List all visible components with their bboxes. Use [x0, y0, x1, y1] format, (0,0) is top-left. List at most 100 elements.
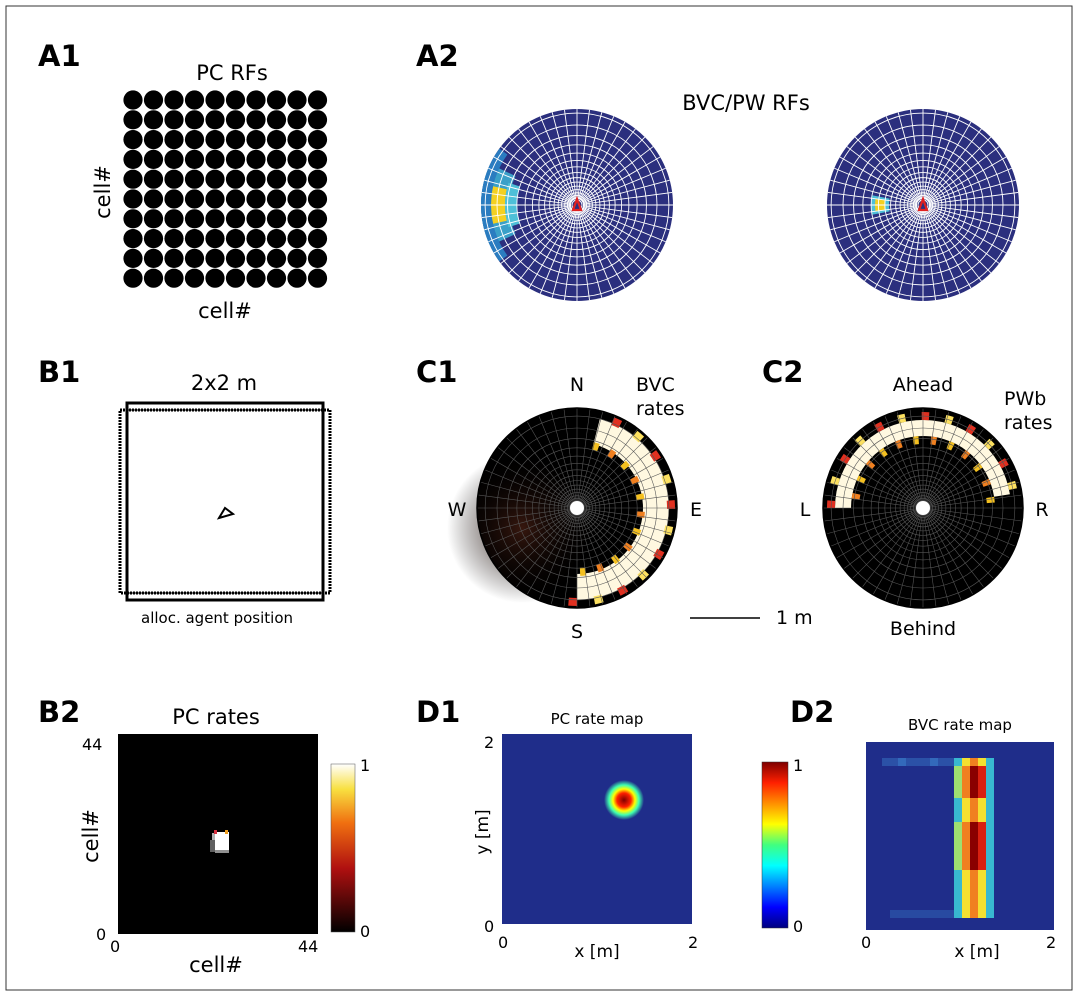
place-cell-dot	[287, 209, 307, 229]
rate-map-pixel	[962, 774, 970, 782]
receptive-field-patch	[480, 148, 508, 262]
place-cell-dot	[246, 268, 266, 288]
place-cell-dot	[164, 229, 184, 249]
rate-map-pixel	[970, 854, 978, 862]
d2-x-label: x [m]	[954, 942, 999, 962]
rate-map-pixel	[978, 766, 986, 774]
place-cell-dot	[205, 149, 225, 169]
bvc-activity-cell	[635, 493, 645, 501]
rate-map-pixel	[906, 910, 914, 918]
rate-map-pixel	[970, 798, 978, 806]
d1-x-label: x [m]	[574, 942, 619, 962]
bvc-activity-cell	[616, 584, 629, 596]
rate-map-pixel	[954, 782, 962, 790]
place-cell-dot	[287, 248, 307, 268]
place-cell-dot	[164, 209, 184, 229]
place-cell-dot	[164, 149, 184, 169]
place-cell-dot	[143, 110, 164, 130]
place-cell-dot	[205, 110, 225, 130]
rate-map-pixel	[986, 774, 994, 782]
rate-map-pixel	[962, 798, 970, 806]
place-cell-dot	[225, 169, 246, 189]
rate-map-pixel	[962, 854, 970, 862]
rate-map-pixel	[970, 774, 978, 782]
rate-map-pixel	[962, 886, 970, 894]
place-cell-dot	[246, 189, 266, 209]
rate-map-pixel	[954, 806, 962, 814]
c2-rates-label-2: rates	[1004, 412, 1053, 434]
place-cell-dot	[184, 90, 205, 110]
rate-map-pixel	[978, 886, 986, 894]
c1-south: S	[571, 621, 583, 643]
bvc-activity-cell	[629, 475, 640, 485]
place-cell-dot	[123, 149, 143, 169]
c1-east: E	[690, 499, 702, 521]
a1-y-label: cell#	[91, 165, 115, 219]
c2-ahead: Ahead	[893, 374, 953, 396]
place-cell-dot	[246, 149, 266, 169]
rate-map-pixel	[962, 758, 970, 766]
place-cell-dot	[266, 90, 287, 110]
place-cell-dot	[287, 268, 307, 288]
place-cell-dot	[123, 110, 143, 130]
place-cell-dot	[266, 110, 287, 130]
place-cell-dot	[205, 248, 225, 268]
place-cell-dot	[205, 229, 225, 249]
place-cell-dot	[184, 110, 205, 130]
rate-map-pixel	[946, 758, 954, 766]
place-cell-dot	[307, 209, 328, 229]
rate-map-pixel	[970, 830, 978, 838]
c2-left: L	[800, 499, 811, 521]
place-cell-dot	[307, 268, 328, 288]
rate-map-pixel	[890, 758, 898, 766]
jet-colorbar-min: 0	[793, 917, 803, 936]
rate-map-pixel	[938, 910, 946, 918]
place-cell-dot	[205, 268, 225, 288]
agent-marker	[917, 195, 929, 212]
place-cell-dot	[287, 229, 307, 249]
place-cell-dot	[307, 110, 328, 130]
pwb-activity-cell	[972, 462, 983, 473]
rate-map-pixel	[986, 878, 994, 886]
place-cell-dot	[266, 209, 287, 229]
rate-map-pixel	[954, 910, 962, 918]
place-cell-dot	[143, 209, 164, 229]
d1-y-label: y [m]	[473, 809, 493, 854]
rate-map-pixel	[962, 870, 970, 878]
c2-behind: Behind	[890, 618, 956, 640]
rate-map-pixel	[978, 798, 986, 806]
c1-rates-label-1: BVC	[636, 374, 675, 396]
place-cell-dot	[164, 169, 184, 189]
rate-map-pixel	[970, 886, 978, 894]
place-cell-dot	[266, 189, 287, 209]
rate-map-pixel	[954, 830, 962, 838]
b2-y-max: 44	[82, 735, 102, 754]
bvc-activity-arc	[577, 418, 670, 600]
panel-label-c2: C2	[762, 355, 803, 389]
panel-b2: PC rates 44 0 0 44 cell# cell# 1 0	[79, 705, 370, 977]
place-cell-dot	[307, 90, 328, 110]
bvc-activity-cell	[632, 430, 645, 443]
rate-map-pixel	[962, 814, 970, 822]
place-cell-dot	[225, 248, 246, 268]
rate-map-pixel	[986, 798, 994, 806]
place-cell-dot	[287, 90, 307, 110]
place-cell-dot	[287, 189, 307, 209]
bvc-activity-cell	[649, 450, 661, 462]
place-cell-dot	[307, 229, 328, 249]
place-cell-dot	[184, 189, 205, 209]
rate-map-pixel	[986, 822, 994, 830]
place-cell-dot	[225, 209, 246, 229]
rate-map-pixel	[962, 782, 970, 790]
place-cell-dot	[307, 149, 328, 169]
rate-map-pixel	[906, 758, 914, 766]
b2-y-min: 0	[96, 925, 106, 944]
bvc-activity-cell	[661, 473, 672, 485]
place-cell-dot	[225, 189, 246, 209]
place-cell-dot	[225, 90, 246, 110]
place-cell-dot	[143, 248, 164, 268]
rate-map-pixel	[978, 878, 986, 886]
jet-colorbar-group: 1 0	[761, 756, 803, 936]
rate-map-pixel	[986, 894, 994, 902]
agent-icon	[216, 506, 236, 520]
